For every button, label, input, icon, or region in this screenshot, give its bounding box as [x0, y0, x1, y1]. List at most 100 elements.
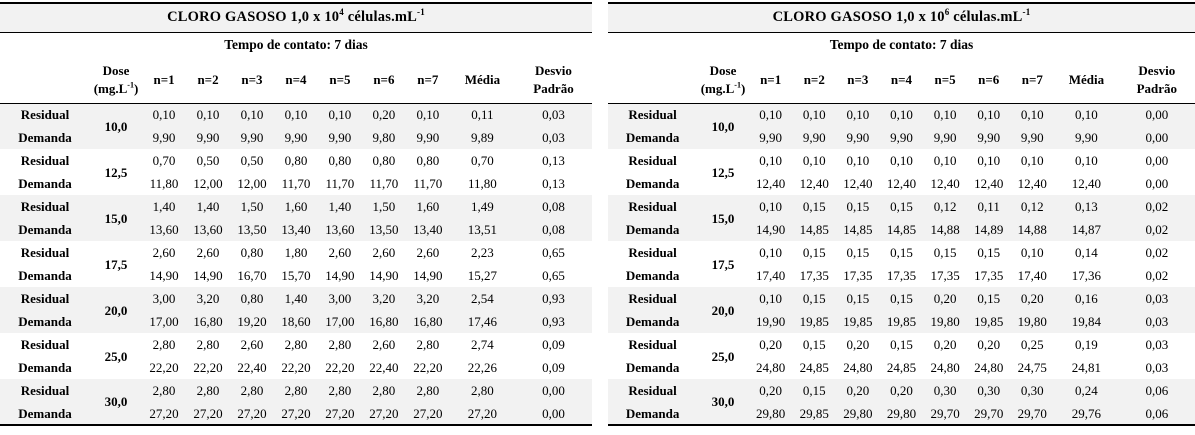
n6-value: 0,20	[977, 337, 1001, 352]
media-value: 9,90	[1054, 126, 1119, 149]
n6-value: 17,35	[974, 268, 1004, 283]
n5-value: 22,20	[325, 360, 355, 375]
desvio-padrao-value: 0,93	[514, 287, 592, 310]
n4-value: 18,60	[273, 310, 318, 333]
n7-value: 9,90	[1010, 126, 1055, 149]
n4-value: 1,40	[273, 287, 318, 310]
n3-value: 0,80	[230, 287, 274, 310]
desvio-padrao-value: 0,03	[514, 126, 592, 149]
n2-value: 2,60	[196, 245, 220, 260]
desvio-padrao-value: 0,93	[514, 310, 592, 333]
n4-value: 2,80	[273, 379, 318, 402]
n7-value: 22,20	[413, 360, 443, 375]
n3-value: 9,90	[230, 126, 274, 149]
table-body: Residual 10,0 0,10 0,10 0,10 0,10 0,10 0,10 0,10…	[608, 103, 1195, 425]
column-header-n2: n=2	[186, 57, 230, 104]
residual-row-label: Residual	[608, 103, 698, 126]
n1-value: 0,10	[748, 103, 793, 126]
residual-row-label: Residual	[20, 245, 70, 260]
column-header-n2: n=2	[792, 57, 837, 104]
desvio-padrao-value: 0,02	[1145, 245, 1169, 260]
n2-value: 24,85	[799, 360, 829, 375]
demanda-row-label: Demanda	[0, 402, 90, 425]
n1-value: 27,20	[142, 402, 187, 425]
n4-value: 19,85	[879, 310, 924, 333]
n4-value: 9,90	[879, 126, 924, 149]
n4-value: 0,15	[890, 245, 913, 260]
n7-value: 0,10	[1020, 153, 1044, 168]
residual-row-label: Residual	[608, 379, 698, 402]
table-row-demanda-dose-17,5: Demanda 14,90 14,90 16,70 15,70 14,90 14,90 14,…	[0, 264, 592, 287]
media-value: 24,81	[1071, 360, 1102, 375]
desvio-padrao-value: 0,09	[542, 360, 565, 375]
n3-value: 0,50	[240, 153, 264, 168]
media-value: 0,11	[449, 103, 515, 126]
dose-value: 20,0	[89, 287, 143, 333]
n1-value: 11,80	[149, 176, 179, 191]
n5-value: 0,10	[933, 153, 957, 168]
n7-value: 19,80	[1010, 310, 1055, 333]
media-value: 9,89	[449, 126, 515, 149]
table-row-residual-dose-20,0: Residual 20,0 0,10 0,15 0,15 0,15 0,20 0,15 0,20…	[608, 287, 1195, 333]
exponent: -1	[1022, 7, 1031, 18]
n3-value: 19,20	[230, 310, 274, 333]
table-row-residual-dose-12,5: Residual 12,5 0,10 0,10 0,10 0,10 0,10 0,10 0,10…	[608, 149, 1195, 179]
n3-value: 0,15	[836, 195, 880, 218]
n1-value: 17,40	[756, 268, 786, 283]
n1-value: 19,90	[748, 310, 793, 333]
desvio-padrao-value: 0,00	[1145, 153, 1169, 168]
desvio-padrao-value: 0,65	[542, 245, 565, 260]
desvio-padrao-value: 0,08	[514, 218, 592, 241]
n6-value: 19,85	[966, 310, 1011, 333]
n2-value: 1,40	[186, 195, 230, 218]
n4-value: 0,10	[879, 103, 924, 126]
n6-value: 0,10	[966, 103, 1011, 126]
media-value: 19,84	[1054, 310, 1119, 333]
dose-value: 10,0	[89, 103, 143, 149]
n2-value: 19,85	[792, 310, 837, 333]
n7-value: 0,10	[405, 103, 450, 126]
table-title-row: CLORO GASOSO 1,0 x 106 células.mL-1	[608, 3, 1195, 33]
n4-value: 15,70	[281, 268, 311, 283]
n4-value: 0,10	[273, 103, 318, 126]
desvio-padrao-value: 0,65	[542, 268, 565, 283]
n6-value: 14,90	[369, 268, 399, 283]
n2-value: 0,15	[802, 245, 826, 260]
table-cloro-gasoso-10e4: CLORO GASOSO 1,0 x 104 células.mL-1 Temp…	[0, 2, 592, 426]
column-header-n7: n=7	[405, 57, 450, 104]
media-value: 2,74	[471, 337, 494, 352]
n7-value: 2,80	[405, 379, 450, 402]
media-value: 22,26	[467, 360, 498, 375]
n7-value: 0,10	[1020, 245, 1044, 260]
desvio-padrao-value: 0,03	[1118, 287, 1195, 310]
table-row-residual-dose-10,0: Residual 10,0 0,10 0,10 0,10 0,10 0,10 0,10 0,10…	[608, 103, 1195, 149]
n7-value: 1,60	[405, 195, 450, 218]
media-value: 2,23	[471, 245, 494, 260]
n3-value: 0,15	[836, 287, 880, 310]
column-header-n1: n=1	[142, 57, 187, 104]
table-row-demanda-dose-25,0: Demanda 24,80 24,85 24,80 24,85 24,80 24,80 24,…	[608, 356, 1195, 379]
table-row-demanda-dose-20,0: Demanda 17,00 16,80 19,20 18,60 17,00 16,80 16,…	[0, 310, 592, 333]
n1-value: 1,40	[142, 195, 187, 218]
table-row-demanda-dose-10,0: Demanda 9,90 9,90 9,90 9,90 9,90 9,90 9,90 9,90 0…	[608, 126, 1195, 149]
media-value: 0,13	[1054, 195, 1119, 218]
n7-value: 17,40	[1017, 268, 1047, 283]
n5-value: 2,80	[328, 337, 352, 352]
n6-value: 0,15	[966, 287, 1011, 310]
dose-value: 17,5	[711, 256, 735, 272]
n2-value: 12,40	[799, 176, 829, 191]
dose-value: 15,0	[89, 195, 143, 241]
n1-value: 0,20	[748, 379, 793, 402]
n6-value: 12,40	[974, 176, 1004, 191]
media-value: 17,36	[1071, 268, 1102, 283]
column-header-desvio-padrao: Desvio Padrão	[1118, 57, 1195, 104]
column-header-n5: n=5	[923, 57, 967, 104]
n5-value: 0,12	[923, 195, 967, 218]
n1-value: 0,70	[152, 153, 176, 168]
desvio-padrao-value: 0,00	[514, 379, 592, 402]
demanda-row-label: Demanda	[608, 402, 698, 425]
n7-value: 11,70	[413, 176, 443, 191]
n2-value: 27,20	[186, 402, 230, 425]
n6-value: 29,70	[966, 402, 1011, 425]
n4-value: 0,20	[879, 379, 924, 402]
